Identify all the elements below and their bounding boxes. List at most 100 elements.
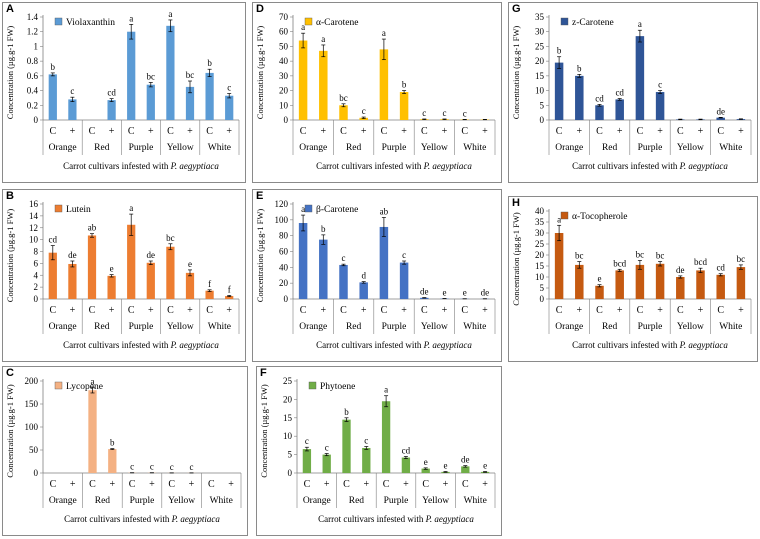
bar [127, 224, 136, 299]
treatment-label: + [482, 305, 488, 316]
significance-letter: cd [615, 88, 624, 98]
y-tick-label: 0 [288, 468, 293, 478]
y-tick-label: 0.2 [27, 100, 38, 110]
treatment-label: + [442, 305, 448, 316]
treatment-label: C [89, 479, 96, 490]
bar [107, 100, 116, 120]
x-axis-label: Carrot cultivars infested with P. aegypt… [63, 340, 219, 350]
bar [379, 226, 389, 299]
treatment-label: C [381, 126, 388, 137]
treatment-label: C [129, 479, 136, 490]
y-axis-label: Concentration (µg.g-1 FW) [511, 26, 521, 120]
category-label: Purple [638, 143, 663, 153]
y-tick-label: 2 [34, 282, 39, 292]
significance-letter: a [301, 204, 305, 214]
treatment-label: C [89, 305, 96, 316]
legend-label: Lutein [66, 205, 91, 215]
significance-letter: bc [339, 93, 348, 103]
y-tick-label: 50 [279, 41, 289, 51]
significance-letter: c [342, 253, 346, 263]
legend-swatch [304, 17, 313, 26]
x-axis-label: Carrot cultivars infested with P. aegypt… [64, 514, 220, 524]
bar [716, 117, 725, 120]
panel-letter: D [256, 3, 264, 15]
treatment-label: C [300, 305, 307, 316]
y-axis-label: Concentration (µg.g-1 FW) [255, 26, 265, 120]
category-label: Orange [555, 143, 583, 153]
significance-letter: cd [595, 93, 604, 103]
significance-letter: e [483, 461, 487, 471]
bar [399, 262, 409, 299]
significance-letter: a [557, 214, 561, 224]
y-axis-label: Concentration (µg.g-1 FW) [5, 209, 15, 303]
significance-letter: c [658, 80, 662, 90]
treatment-label: C [381, 305, 388, 316]
legend-swatch [54, 17, 63, 26]
chart-phytoene: Concentration (µg.g-1 FW) 0 5 10 15 20 25 Phyto… [259, 376, 496, 524]
significance-letter: a [638, 19, 642, 29]
significance-letter: c [325, 442, 329, 452]
significance-letter: f [228, 284, 231, 294]
category-label: White [463, 322, 486, 332]
chart-lycopene: Concentration (µg.g-1 FW) 0 50 100 150 200 Lyc… [5, 376, 242, 524]
treatment-label: + [401, 126, 407, 137]
treatment-label: C [128, 305, 135, 316]
treatment-label: + [363, 479, 369, 490]
significance-letter: e [424, 457, 428, 467]
bar [554, 233, 564, 299]
treatment-label: + [657, 305, 663, 316]
bar [225, 296, 234, 299]
treatment-label: + [70, 126, 76, 137]
significance-letter: e [444, 461, 448, 471]
y-tick-label: 40 [279, 262, 289, 272]
bar [676, 277, 685, 299]
category-label: White [463, 143, 486, 153]
y-tick-label: 5 [540, 283, 545, 293]
category-label: Red [346, 143, 362, 153]
y-tick-label: 14 [29, 211, 39, 221]
bar [655, 263, 665, 299]
bar [362, 447, 371, 473]
y-tick-label: 4 [34, 270, 39, 280]
treatment-label: C [300, 126, 307, 137]
y-tick-label: 0 [540, 115, 545, 125]
bar [88, 390, 97, 473]
category-label: White [719, 143, 742, 153]
treatment-label: + [576, 126, 582, 137]
category-label: Yellow [677, 322, 704, 332]
bar [107, 275, 116, 299]
bar [298, 223, 308, 299]
treatment-label: C [208, 479, 215, 490]
y-tick-label: 80 [279, 231, 289, 241]
treatment-label: + [698, 126, 704, 137]
category-label: White [719, 322, 742, 332]
significance-letter: de [147, 250, 156, 260]
treatment-label: C [304, 479, 311, 490]
y-tick-label: 12 [29, 223, 38, 233]
significance-letter: ab [88, 223, 97, 233]
y-tick-label: 15 [283, 413, 293, 423]
bar [185, 86, 195, 120]
y-tick-label: 0.4 [27, 86, 39, 96]
panel-letter: C [6, 367, 14, 379]
significance-letter: cd [49, 235, 58, 245]
significance-letter: f [208, 279, 211, 289]
treatment-label: C [462, 479, 469, 490]
panel-letter: E [256, 190, 264, 202]
x-axis-label: Carrot cultivars infested with P. aegypt… [63, 161, 219, 171]
significance-letter: bc [575, 251, 584, 261]
treatment-label: + [226, 126, 232, 137]
bar [595, 105, 604, 120]
bar [339, 264, 348, 299]
bar [127, 31, 136, 120]
chart-alpha-tocopherole: Concentration (µg.g-1 FW) 051015202530354… [511, 206, 752, 350]
bar [461, 466, 470, 473]
category-label: Orange [555, 322, 583, 332]
y-tick-label: 0 [284, 294, 289, 304]
significance-letter: c [364, 436, 368, 446]
panel-letter: A [6, 3, 14, 15]
panel-letter: H [512, 197, 520, 209]
significance-letter: b [577, 63, 582, 73]
category-label: White [210, 496, 233, 506]
y-tick-label: 150 [25, 399, 39, 409]
